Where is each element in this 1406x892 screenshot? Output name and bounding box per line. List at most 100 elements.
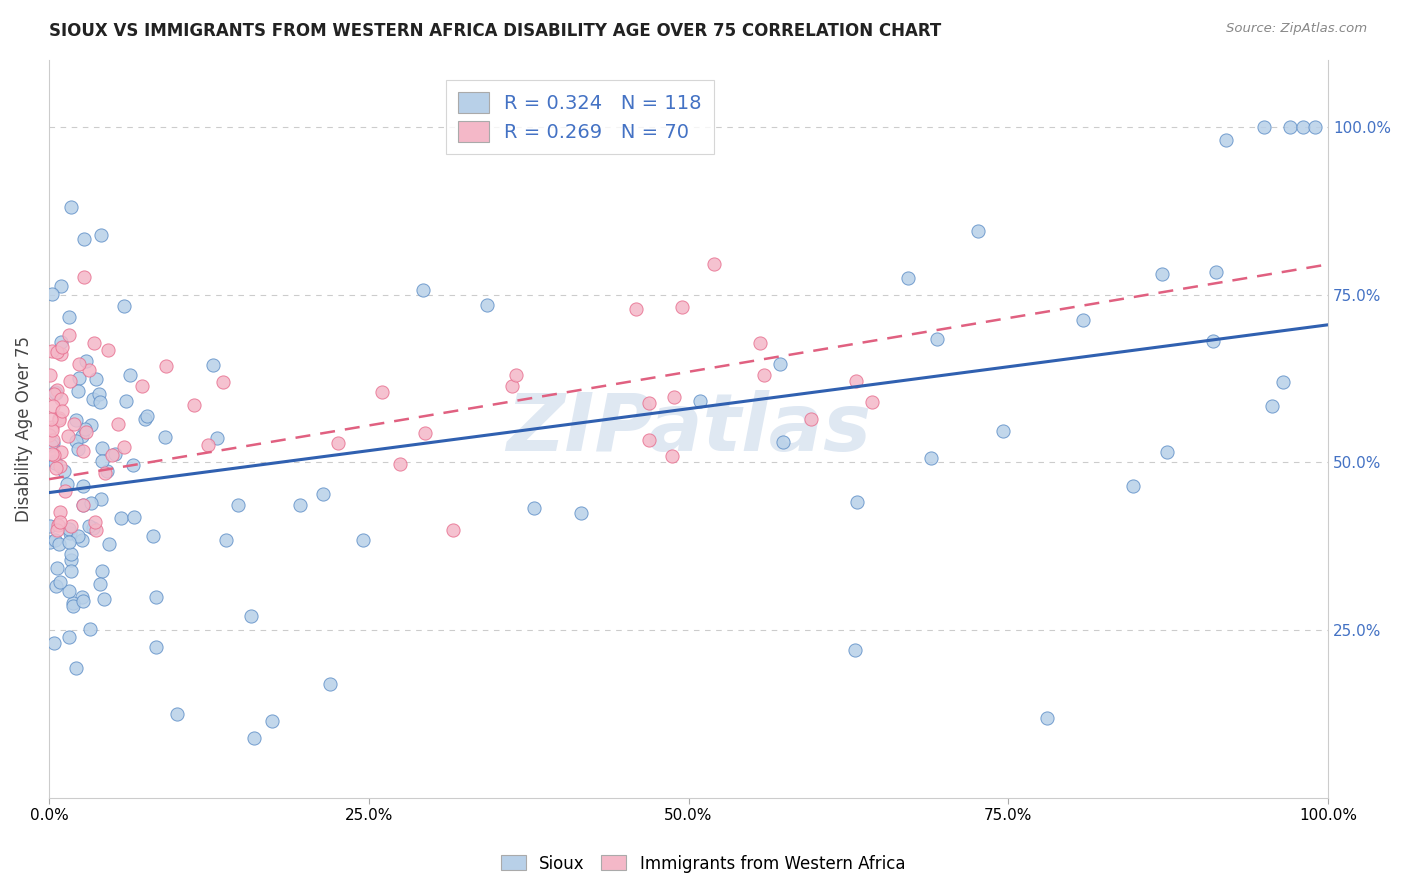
Point — [91, 441, 114, 455]
Point — [72, 499, 94, 513]
Point — [1271, 375, 1294, 389]
Point — [58, 429, 80, 443]
Point — [58, 534, 80, 549]
Point — [96, 464, 118, 478]
Point — [214, 533, 236, 547]
Point — [58, 328, 80, 343]
Point — [73, 270, 96, 285]
Point — [58, 631, 80, 645]
Point — [41, 287, 63, 301]
Point — [115, 394, 138, 409]
Point — [45, 461, 67, 475]
Point — [844, 643, 866, 657]
Point — [75, 422, 97, 436]
Point — [131, 378, 153, 392]
Point — [39, 368, 62, 383]
Point — [49, 445, 72, 459]
Point — [53, 465, 76, 479]
Point — [1215, 133, 1237, 147]
Point — [1253, 120, 1275, 134]
Point — [91, 565, 114, 579]
Point — [59, 200, 82, 214]
Point — [51, 340, 73, 354]
Point — [312, 487, 335, 501]
Point — [41, 343, 63, 358]
Point — [155, 359, 177, 374]
Point — [70, 590, 93, 604]
Point — [122, 458, 145, 472]
Point — [569, 506, 592, 520]
Point — [45, 384, 67, 398]
Point — [89, 395, 111, 409]
Point — [412, 284, 434, 298]
Point — [112, 299, 135, 313]
Point — [112, 440, 135, 454]
Point — [51, 404, 73, 418]
Point — [53, 483, 76, 498]
Point — [845, 375, 868, 389]
Point — [69, 357, 91, 371]
Point — [80, 418, 103, 433]
Point — [118, 368, 141, 382]
Point — [897, 271, 920, 285]
Text: Source: ZipAtlas.com: Source: ZipAtlas.com — [1226, 22, 1367, 36]
Point — [44, 387, 66, 401]
Point — [75, 353, 97, 368]
Point — [211, 375, 233, 389]
Point — [77, 362, 100, 376]
Point — [62, 599, 84, 613]
Point — [110, 510, 132, 524]
Point — [142, 529, 165, 543]
Point — [65, 434, 87, 448]
Point — [86, 523, 108, 537]
Point — [48, 537, 70, 551]
Point — [90, 227, 112, 242]
Point — [75, 425, 97, 440]
Point — [49, 505, 72, 519]
Point — [1261, 399, 1284, 413]
Point — [41, 434, 63, 448]
Point — [183, 398, 205, 412]
Point — [59, 375, 82, 389]
Point — [41, 436, 63, 450]
Legend: Sioux, Immigrants from Western Africa: Sioux, Immigrants from Western Africa — [494, 848, 912, 880]
Point — [505, 368, 527, 382]
Point — [65, 413, 87, 427]
Point — [87, 386, 110, 401]
Point — [671, 300, 693, 314]
Point — [772, 434, 794, 449]
Point — [624, 301, 647, 316]
Point — [523, 500, 546, 515]
Point — [352, 533, 374, 548]
Point — [371, 384, 394, 399]
Point — [288, 498, 311, 512]
Point — [501, 379, 523, 393]
Point — [100, 448, 122, 462]
Point — [925, 333, 948, 347]
Point — [72, 479, 94, 493]
Point — [748, 336, 770, 351]
Point — [66, 442, 89, 456]
Point — [860, 395, 883, 409]
Point — [73, 232, 96, 246]
Point — [991, 424, 1014, 438]
Point — [1205, 265, 1227, 279]
Point — [920, 450, 942, 465]
Point — [637, 396, 659, 410]
Point — [153, 430, 176, 444]
Point — [63, 417, 86, 431]
Point — [661, 449, 683, 463]
Point — [49, 515, 72, 529]
Point — [44, 636, 66, 650]
Point — [441, 523, 464, 537]
Point — [122, 510, 145, 524]
Point — [1291, 120, 1313, 134]
Point — [41, 423, 63, 437]
Point — [145, 640, 167, 655]
Point — [45, 579, 67, 593]
Point — [475, 298, 498, 312]
Point — [49, 279, 72, 293]
Point — [226, 498, 249, 512]
Point — [60, 552, 83, 566]
Point — [59, 547, 82, 561]
